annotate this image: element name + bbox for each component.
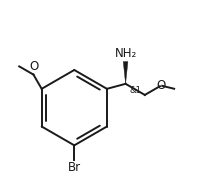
Polygon shape — [123, 62, 128, 84]
Text: &1: &1 — [129, 86, 141, 95]
Text: NH₂: NH₂ — [115, 47, 137, 60]
Text: Br: Br — [68, 161, 81, 174]
Text: O: O — [30, 60, 39, 73]
Text: O: O — [156, 79, 165, 92]
